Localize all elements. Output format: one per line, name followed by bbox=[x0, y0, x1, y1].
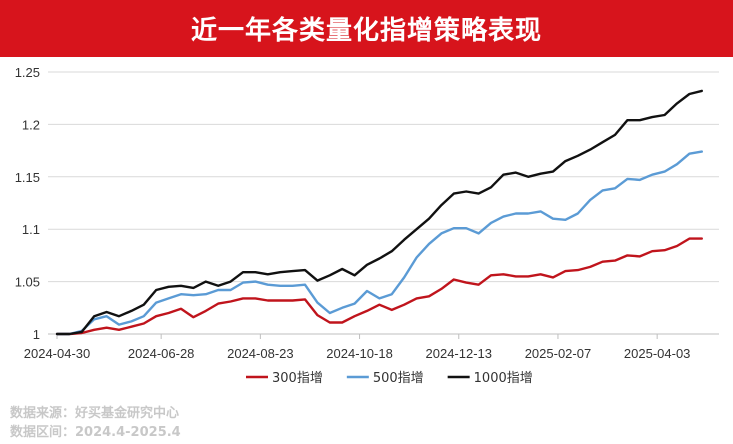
series-line bbox=[55, 89, 703, 336]
line-chart: 1 1.05 1.1 1.15 1.2 1.25 2024-04-30 2024-06-28 2… bbox=[15, 65, 719, 386]
data-period-note: 数据区间：2024.4-2025.4 bbox=[10, 425, 181, 440]
x-tick-label: 2024-06-28 bbox=[128, 346, 195, 361]
y-tick-label: 1.2 bbox=[22, 117, 40, 132]
y-tick-label: 1 bbox=[33, 327, 40, 342]
chart-title: 近一年各类量化指增策略表现 bbox=[190, 16, 542, 46]
y-tick-label: 1.25 bbox=[15, 65, 40, 80]
series-line bbox=[55, 237, 703, 336]
x-tick-label: 2025-02-07 bbox=[525, 346, 592, 361]
y-tick-label: 1.05 bbox=[15, 275, 40, 290]
x-tick-label: 2024-08-23 bbox=[227, 346, 294, 361]
x-tick-label: 2025-04-03 bbox=[624, 346, 691, 361]
legend-label: 1000指增 bbox=[474, 371, 533, 386]
y-tick-label: 1.1 bbox=[22, 222, 40, 237]
y-tick-label: 1.15 bbox=[15, 170, 40, 185]
legend-label: 500指增 bbox=[373, 371, 424, 386]
data-source-note: 数据来源：好买基金研究中心 bbox=[10, 406, 180, 421]
x-tick-label: 2024-12-13 bbox=[426, 346, 493, 361]
x-tick-label: 2024-04-30 bbox=[24, 346, 91, 361]
legend-label: 300指增 bbox=[272, 371, 323, 386]
x-tick-label: 2024-10-18 bbox=[326, 346, 393, 361]
title-bar: 近一年各类量化指增策略表现 bbox=[0, 0, 733, 57]
series-line bbox=[55, 150, 703, 336]
